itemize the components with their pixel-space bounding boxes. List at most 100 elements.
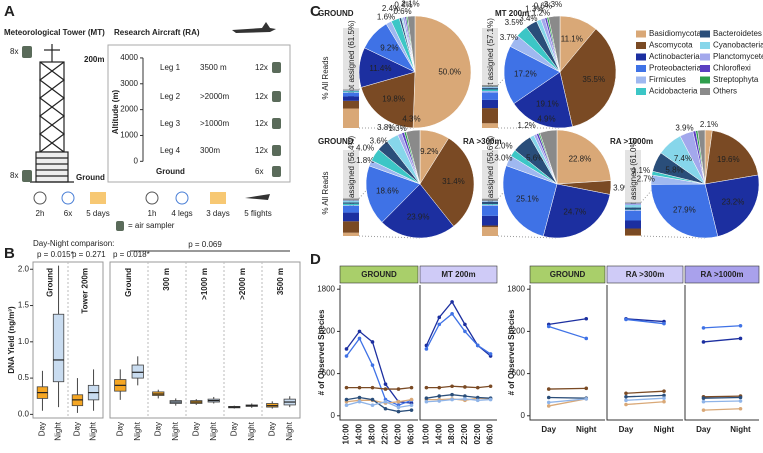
group-label: Ground: [46, 268, 55, 297]
bar-label: Not assigned (61.0%): [629, 137, 638, 214]
bar-segment: [482, 86, 498, 88]
data-point: [344, 354, 349, 358]
data-point: [450, 300, 454, 304]
value-label: 3.4%: [519, 14, 537, 23]
data-point: [701, 399, 706, 404]
data-point: [475, 343, 480, 348]
series-line: [625, 390, 665, 394]
data-point: [624, 402, 628, 407]
pie-slice: [407, 15, 416, 73]
value-label: 35.5%: [582, 75, 605, 84]
data-point: [488, 352, 493, 356]
x-tick-label: 22:00: [381, 423, 390, 444]
value-label: 0.6%: [393, 7, 411, 16]
y-tick-label: 2.0: [18, 264, 30, 273]
data-point: [488, 397, 493, 402]
value-label: 1.3%: [525, 5, 543, 14]
sampler-icon: [22, 46, 32, 182]
bar-segment: [343, 92, 359, 97]
x-tick-label: 10:00: [342, 423, 351, 444]
x-tick-label: 02:00: [473, 423, 482, 444]
schedule-label: 1h: [148, 209, 157, 218]
value-label: 4.9%: [537, 115, 555, 124]
x-tick-label: Day: [38, 422, 47, 436]
legend-label: Chloroflexi: [713, 64, 751, 73]
data-point: [662, 396, 666, 401]
y-tick-label: 0: [521, 411, 526, 420]
data-point: [738, 336, 743, 341]
bar-segment: [482, 123, 498, 128]
x-tick-label: 18:00: [447, 423, 456, 444]
bar-segment: [625, 235, 641, 236]
data-point: [357, 329, 362, 334]
bar-segment: [343, 205, 359, 213]
bar-segment: [343, 96, 359, 101]
series-line: [548, 387, 587, 390]
series-line: [425, 312, 491, 355]
bar-label: Not assigned (57.1%): [486, 18, 495, 95]
data-point: [370, 403, 375, 408]
value-label: 17.2%: [514, 69, 537, 78]
value-label: 4.0%: [356, 144, 374, 153]
value-label: 3.6%: [370, 136, 388, 145]
y-tick-label: 600: [512, 369, 526, 378]
value-label: 3.9%: [613, 183, 631, 192]
data-point: [396, 409, 401, 414]
data-point: [624, 394, 628, 399]
series-line: [703, 395, 741, 398]
data-point: [370, 363, 375, 367]
group-label: Tower 200m: [81, 268, 90, 314]
data-point: [624, 398, 628, 403]
value-label: 3.7%: [500, 33, 518, 42]
axis-line: [684, 285, 759, 421]
data-point: [383, 399, 388, 404]
legend-swatch: [700, 53, 710, 61]
axis-line: [606, 285, 683, 421]
facet-title: MT 200m: [441, 270, 475, 279]
value-label: 2.1%: [700, 120, 718, 129]
data-point: [370, 385, 375, 390]
value-label: 11.1%: [561, 34, 583, 43]
connector: [358, 235, 421, 239]
x-tick-label: Night: [730, 425, 751, 434]
value-label: 5.8%: [665, 165, 683, 174]
data-point: [546, 324, 551, 329]
leg-altitude: 3500 m: [200, 63, 227, 72]
value-label: 2.4%: [382, 4, 400, 13]
bar-segment: [482, 203, 498, 205]
sampler-count: 6x: [255, 167, 263, 176]
bar-segment: [482, 92, 498, 100]
data-point: [463, 394, 467, 398]
data-point: [738, 323, 743, 328]
data-point: [488, 384, 493, 389]
bar-segment: [343, 203, 359, 206]
data-point: [409, 385, 414, 390]
data-point: [450, 397, 454, 402]
legend-label: Cyanobacteria: [713, 41, 763, 50]
value-label: 24.7%: [563, 207, 586, 216]
bar-segment: [482, 215, 498, 226]
series-line: [703, 400, 741, 403]
pie-slice: [650, 183, 719, 239]
annotation: p = 0.271: [72, 250, 106, 259]
leg-label: Leg 2: [160, 92, 181, 101]
legend-swatch: [700, 88, 710, 95]
bar-segment: [482, 87, 498, 89]
data-point: [701, 340, 706, 344]
bar-label: Not assigned (61.5%): [347, 20, 356, 97]
y-tick-label: 2000: [120, 105, 138, 114]
value-label: 9.2%: [380, 44, 398, 53]
x-tick-label: 22:00: [460, 423, 469, 444]
facet-header: [339, 265, 419, 284]
legend-swatch: [700, 65, 710, 72]
bar-segment: [343, 92, 359, 93]
value-label: 3.8%: [377, 123, 395, 132]
series-line: [548, 318, 587, 326]
panel-label: A: [4, 3, 15, 20]
data-point: [738, 399, 743, 403]
pie-slice: [360, 71, 416, 129]
data-point: [409, 408, 414, 412]
bar-segment: [625, 202, 641, 204]
schedule-icons: [33, 191, 270, 205]
bar-segment: [625, 228, 641, 236]
